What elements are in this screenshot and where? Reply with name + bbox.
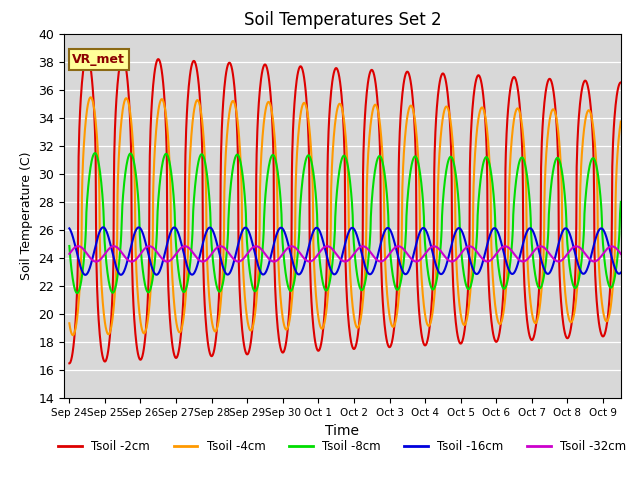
Tsoil -8cm	[483, 155, 491, 161]
Tsoil -2cm	[175, 346, 183, 352]
Tsoil -16cm	[275, 226, 283, 232]
Tsoil -8cm	[225, 202, 233, 207]
Tsoil -4cm	[175, 329, 183, 335]
Tsoil -2cm	[275, 336, 283, 341]
Line: Tsoil -32cm: Tsoil -32cm	[69, 246, 621, 262]
Tsoil -16cm	[99, 225, 107, 230]
Tsoil -4cm	[87, 95, 95, 100]
Line: Tsoil -4cm: Tsoil -4cm	[69, 97, 621, 335]
Tsoil -16cm	[225, 271, 233, 276]
Tsoil -8cm	[74, 290, 81, 296]
Tsoil -8cm	[617, 199, 625, 205]
Tsoil -16cm	[483, 241, 491, 247]
Tsoil -32cm	[225, 251, 233, 256]
Tsoil -16cm	[617, 270, 625, 276]
Tsoil -32cm	[92, 259, 100, 264]
X-axis label: Time: Time	[325, 424, 360, 438]
Tsoil -4cm	[275, 276, 283, 282]
Tsoil -2cm	[225, 60, 233, 66]
Tsoil -8cm	[65, 243, 73, 249]
Tsoil -2cm	[65, 360, 73, 366]
Tsoil -16cm	[545, 271, 552, 276]
Tsoil -32cm	[617, 251, 625, 257]
Legend: Tsoil -2cm, Tsoil -4cm, Tsoil -8cm, Tsoil -16cm, Tsoil -32cm: Tsoil -2cm, Tsoil -4cm, Tsoil -8cm, Tsoi…	[54, 436, 631, 458]
Tsoil -4cm	[483, 129, 491, 135]
Tsoil -2cm	[83, 53, 91, 59]
Tsoil -32cm	[165, 258, 173, 264]
Tsoil -4cm	[69, 332, 77, 338]
Tsoil -2cm	[617, 80, 625, 85]
Tsoil -16cm	[81, 272, 89, 278]
Tsoil -32cm	[545, 250, 552, 255]
Tsoil -8cm	[175, 275, 183, 281]
Tsoil -16cm	[175, 234, 183, 240]
Tsoil -32cm	[483, 259, 491, 264]
Tsoil -32cm	[175, 247, 183, 252]
Tsoil -32cm	[74, 243, 82, 249]
Tsoil -2cm	[483, 157, 491, 163]
Tsoil -8cm	[91, 150, 99, 156]
Line: Tsoil -8cm: Tsoil -8cm	[69, 153, 621, 293]
Tsoil -16cm	[165, 234, 173, 240]
Tsoil -32cm	[275, 255, 283, 261]
Tsoil -8cm	[545, 224, 552, 230]
Tsoil -8cm	[275, 181, 283, 187]
Title: Soil Temperatures Set 2: Soil Temperatures Set 2	[244, 11, 441, 29]
Tsoil -8cm	[165, 157, 173, 163]
Tsoil -32cm	[65, 251, 73, 257]
Y-axis label: Soil Temperature (C): Soil Temperature (C)	[20, 152, 33, 280]
Tsoil -4cm	[545, 125, 552, 131]
Tsoil -16cm	[65, 226, 73, 231]
Line: Tsoil -16cm: Tsoil -16cm	[69, 228, 621, 275]
Tsoil -4cm	[225, 111, 233, 117]
Tsoil -4cm	[165, 151, 173, 156]
Tsoil -4cm	[65, 320, 73, 326]
Tsoil -4cm	[617, 119, 625, 124]
Line: Tsoil -2cm: Tsoil -2cm	[69, 56, 621, 363]
Text: VR_met: VR_met	[72, 53, 125, 66]
Tsoil -2cm	[165, 295, 173, 300]
Tsoil -2cm	[544, 78, 552, 84]
